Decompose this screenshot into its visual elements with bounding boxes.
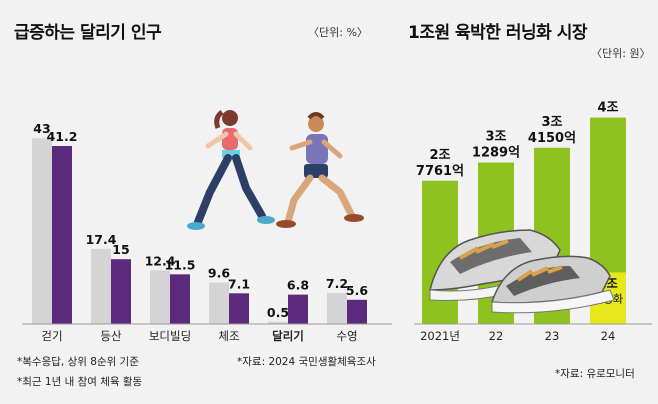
left-bar-value-label: 11.5 — [165, 257, 196, 272]
left-note-1: *복수응답, 상위 8순위 기준 — [17, 356, 139, 368]
right-category-label: 2021년 — [420, 329, 460, 343]
left-note-2: *최근 1년 내 참여 체육 활동 — [17, 376, 143, 388]
left-category-label: 걷기 — [41, 329, 62, 343]
left-bar-value-label: 17.4 — [86, 232, 117, 247]
right-bar-value-label: 3조 — [485, 130, 506, 145]
left-bar — [209, 282, 229, 324]
right-bar-value-label: 4조 — [597, 101, 618, 116]
left-bar-value-label: 43 — [33, 121, 50, 136]
left-category-label: 수영 — [336, 329, 357, 343]
left-bar — [229, 293, 249, 324]
right-bar-chart: 2조7761억2021년3조1289억223조4150억234조241조러닝화 — [414, 101, 652, 343]
left-category-label: 등산 — [100, 329, 122, 343]
left-bar — [150, 270, 170, 324]
running-shoes-illustration — [429, 229, 615, 314]
left-bar — [111, 259, 131, 324]
male-runner-icon — [276, 112, 364, 228]
left-chart-unit: 〈단위: %〉 — [308, 26, 368, 39]
female-runner-icon — [187, 110, 275, 230]
right-category-label: 22 — [489, 329, 504, 343]
left-chart-title: 급증하는 달리기 인구 — [14, 23, 162, 43]
right-source: *자료: 유로모니터 — [555, 368, 635, 380]
right-category-label: 23 — [545, 329, 560, 343]
left-bar-value-label: 0.5 — [267, 305, 289, 320]
left-bar — [268, 321, 288, 324]
right-chart-title: 1조원 육박한 러닝화 시장 — [408, 23, 587, 43]
left-bar-value-label: 12.4 — [145, 253, 176, 268]
left-bar — [52, 146, 72, 324]
left-bar — [288, 294, 308, 324]
left-bar-value-label: 41.2 — [47, 129, 78, 144]
right-bar-value-label: 1289억 — [472, 146, 520, 161]
left-category-label: 체조 — [218, 329, 239, 343]
left-bar-value-label: 7.2 — [326, 276, 348, 291]
left-bar — [91, 248, 111, 324]
right-bar-value-label: 7761억 — [416, 164, 464, 179]
left-bar-value-label: 7.1 — [228, 276, 250, 291]
left-bar — [327, 292, 347, 324]
left-bar-value-label: 5.6 — [346, 283, 368, 298]
left-bar — [32, 138, 52, 324]
right-bar-value-label: 3조 — [541, 115, 562, 130]
right-chart-unit: 〈단위: 원〉 — [591, 47, 651, 60]
left-source: *자료: 2024 국민생활체육조사 — [237, 356, 376, 368]
right-category-label: 24 — [601, 329, 616, 343]
left-bar-value-label: 9.6 — [208, 266, 230, 281]
left-category-label: 보디빌딩 — [149, 329, 191, 343]
right-bar-value-label: 4150억 — [528, 131, 576, 146]
runners-illustration — [187, 110, 364, 230]
left-category-label: 달리기 — [272, 329, 304, 343]
left-bar — [347, 299, 367, 324]
right-bar-value-label: 2조 — [429, 148, 450, 163]
left-bar — [170, 274, 190, 324]
left-bar-value-label: 15 — [112, 242, 129, 257]
left-bar-value-label: 6.8 — [287, 278, 309, 293]
